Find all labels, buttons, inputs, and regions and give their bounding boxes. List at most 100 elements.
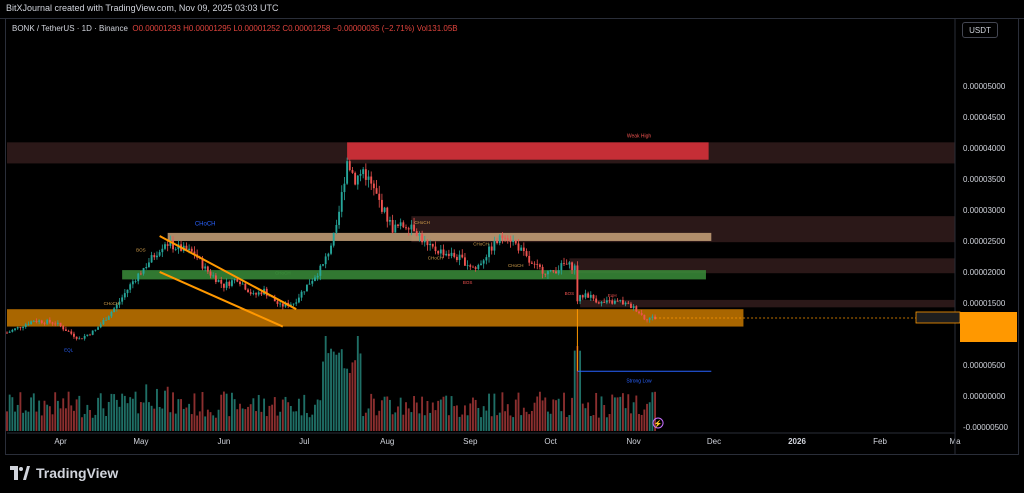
volume-bar [91, 417, 94, 431]
candle-body [455, 256, 458, 261]
candle-body [174, 249, 177, 250]
candle-body [522, 247, 525, 252]
volume-bar [434, 410, 437, 431]
volume-bar [498, 412, 501, 431]
lightning-glyph: ⚡ [654, 419, 663, 428]
candle-body [638, 311, 640, 314]
volume-bar [421, 396, 424, 431]
candle-body [354, 172, 357, 185]
candle-body [91, 330, 94, 335]
candle-body [488, 246, 490, 258]
volume-bar [455, 405, 458, 431]
volume-bar [8, 394, 11, 431]
volume-bar [600, 396, 603, 431]
volume-bar [196, 415, 199, 431]
candle-body [48, 319, 51, 323]
volume-bar [458, 416, 461, 431]
candle-body [595, 298, 598, 303]
candle-body [249, 292, 252, 294]
candle-body [193, 251, 196, 255]
volume-bar [268, 405, 271, 431]
volume-bar [201, 392, 204, 431]
candle-body [394, 224, 397, 233]
structure-label: CHoCH [508, 263, 524, 268]
volume-bar [27, 411, 30, 431]
structure-label: BOS [463, 280, 473, 285]
volume-bar [206, 409, 209, 431]
candle-body [244, 283, 247, 290]
x-tick-label: Apr [54, 437, 67, 446]
y-tick-label: -0.00000500 [963, 423, 1008, 432]
volume-bar [24, 410, 27, 431]
candle-body [474, 267, 477, 269]
volume-bar [522, 407, 525, 431]
volume-bar [648, 402, 651, 431]
volume-bar [429, 412, 432, 431]
candle-body [311, 280, 314, 284]
legend-open: O0.00001293 [132, 24, 181, 33]
candle-body [651, 316, 654, 318]
volume-bar [118, 406, 121, 431]
volume-bar [110, 393, 113, 431]
candle-body [450, 252, 453, 256]
legend-symbol[interactable]: BONK / TetherUS · 1D · Binance [12, 24, 128, 33]
currency-button[interactable]: USDT [962, 22, 998, 38]
volume-bar [249, 404, 252, 431]
y-tick-label: 0.00000000 [963, 392, 1006, 401]
y-tick-label: 0.00003000 [963, 206, 1006, 215]
volume-bar [348, 372, 351, 431]
candle-body [153, 255, 156, 258]
volume-bar [509, 415, 512, 431]
volume-bar [386, 396, 389, 431]
volume-bar [220, 394, 223, 431]
x-tick-label: 2026 [788, 437, 806, 446]
volume-bar [255, 411, 257, 431]
candle-body [643, 314, 646, 320]
volume-bar [64, 408, 67, 431]
candle-body [563, 263, 565, 264]
candle-body [364, 169, 367, 180]
candle-body [292, 303, 295, 305]
volume-bar [496, 415, 499, 431]
volume-bar [651, 392, 654, 431]
candle-body [330, 245, 332, 254]
volume-bar [603, 405, 606, 431]
volume-bar [378, 410, 381, 431]
volume-bar [407, 408, 410, 431]
candle-body [54, 323, 57, 325]
volume-bar [161, 408, 164, 431]
candle-body [236, 278, 239, 282]
candle-body [348, 161, 351, 171]
volume-bar [54, 392, 57, 431]
volume-bar [19, 392, 22, 431]
structure-label: CHoCH [414, 220, 430, 225]
volume-bar [346, 368, 349, 431]
candle-body [571, 262, 573, 271]
candle-body [32, 321, 35, 322]
candle-body [233, 278, 236, 281]
volume-bar [6, 411, 8, 431]
volume-bar [399, 397, 402, 431]
volume-bar [241, 408, 244, 431]
legend-change: −0.00000035 (−2.71%) [332, 24, 415, 33]
zones-layer [7, 142, 955, 327]
axes-layer [7, 18, 1017, 455]
volume-bar [538, 391, 541, 431]
candle-body [600, 301, 603, 304]
structure-label: BOS [136, 248, 146, 253]
volume-bar [405, 402, 407, 431]
candle-body [206, 266, 209, 272]
candle-body [592, 294, 595, 299]
volume-bar [447, 415, 450, 431]
volume-bar [474, 399, 477, 431]
tradingview-logo[interactable]: TradingView [10, 465, 118, 481]
candle-body [252, 293, 255, 294]
volume-bar [193, 393, 196, 431]
volume-bar [204, 416, 207, 431]
volume-bar [182, 408, 185, 431]
candle-body [19, 327, 22, 328]
candle-body [110, 311, 113, 317]
volume-bar [279, 411, 282, 431]
volume-bar [190, 414, 193, 431]
